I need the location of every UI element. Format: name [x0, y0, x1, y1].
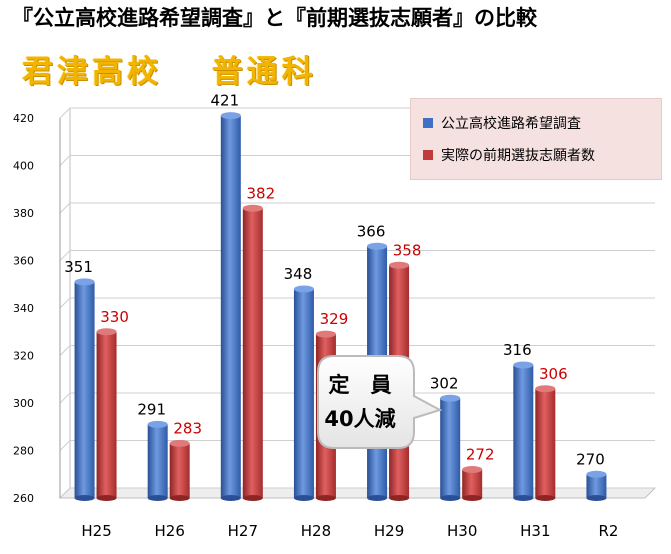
bar-top — [220, 112, 241, 120]
x-tick-label: H29 — [374, 522, 404, 540]
bar-top — [242, 204, 263, 212]
bar-survey — [147, 424, 168, 498]
bar-top — [315, 330, 336, 338]
bar-base — [169, 495, 190, 501]
bar-base — [242, 495, 263, 501]
bar-survey — [440, 398, 461, 498]
y-tick-label: 360 — [13, 255, 34, 268]
bar-top — [96, 328, 117, 336]
bar-base — [367, 495, 388, 501]
bar-base — [389, 495, 410, 501]
bar-base — [147, 495, 168, 501]
x-tick-label: H25 — [81, 522, 111, 540]
y-tick-label: 320 — [13, 350, 34, 363]
data-label: 270 — [576, 450, 605, 468]
legend-item-series2: 実際の前期選抜志願者数 — [423, 145, 595, 165]
bar-top — [389, 261, 410, 269]
x-tick-label: H31 — [520, 522, 550, 540]
bar-top — [440, 394, 461, 402]
bar-top — [513, 361, 534, 369]
legend-swatch-blue — [423, 118, 433, 128]
bar-applicants — [242, 208, 263, 498]
bar-base — [315, 495, 336, 501]
x-tick-label: H30 — [447, 522, 477, 540]
callout-line2: 40人減 — [324, 407, 396, 431]
bar-top — [535, 385, 556, 393]
y-tick-label: 260 — [13, 492, 34, 505]
callout-text: 定 員 40人減 — [300, 368, 420, 436]
bar-top — [367, 242, 388, 250]
data-label: 316 — [503, 341, 532, 359]
y-tick-label: 400 — [13, 160, 34, 173]
bar-survey — [513, 365, 534, 498]
data-label: 351 — [64, 258, 93, 276]
data-label: 366 — [357, 222, 386, 240]
bar-top — [74, 278, 95, 286]
bar-base — [293, 495, 314, 501]
bar-applicants — [96, 331, 117, 498]
bar-base — [74, 495, 95, 501]
gridline — [59, 250, 655, 261]
callout-line1: 定 員 — [328, 373, 392, 397]
gridline — [59, 345, 655, 356]
bar-base — [586, 495, 607, 501]
bar-survey — [586, 474, 607, 498]
bar-base — [96, 495, 117, 501]
data-label: 358 — [393, 241, 422, 259]
bar-base — [535, 495, 556, 501]
data-label: 283 — [173, 419, 202, 437]
bar-top — [293, 285, 314, 293]
x-tick-label: H27 — [228, 522, 258, 540]
data-label: 272 — [466, 446, 495, 464]
y-tick-label: 380 — [13, 207, 34, 220]
bar-base — [440, 495, 461, 501]
data-label: 382 — [246, 184, 275, 202]
bar-applicants — [169, 443, 190, 498]
data-label: 306 — [539, 365, 568, 383]
legend-item-series1: 公立高校進路希望調査 — [423, 113, 581, 133]
bar-top — [586, 470, 607, 478]
legend-label-series1: 公立高校進路希望調査 — [441, 116, 581, 132]
bar-survey — [293, 289, 314, 498]
legend-label-series2: 実際の前期選抜志願者数 — [441, 148, 595, 164]
data-label: 291 — [137, 400, 166, 418]
data-label: 330 — [100, 308, 129, 326]
y-tick-label: 420 — [13, 112, 34, 125]
callout-bubble — [317, 355, 443, 449]
y-tick-label: 280 — [13, 445, 34, 458]
legend-swatch-red — [423, 150, 433, 160]
x-tick-label: R2 — [598, 522, 618, 540]
bar-base — [220, 495, 241, 501]
bar-top — [169, 439, 190, 447]
y-tick-label: 340 — [13, 302, 34, 315]
data-label: 421 — [210, 92, 239, 110]
bar-top — [462, 466, 483, 473]
bar-survey — [74, 281, 95, 498]
bar-applicants — [535, 388, 556, 498]
bar-base — [513, 495, 534, 501]
chart-subtitle: 君津高校 普通科 — [22, 54, 317, 90]
gridline — [59, 392, 655, 404]
x-tick-label: H26 — [155, 522, 185, 540]
bar-survey — [220, 115, 241, 498]
y-tick-label: 300 — [13, 397, 34, 410]
x-tick-label: H28 — [301, 522, 331, 540]
data-label: 348 — [284, 265, 313, 283]
bar-base — [462, 495, 483, 501]
bar-applicants — [462, 469, 483, 498]
gridline — [59, 202, 655, 214]
data-label: 329 — [320, 310, 349, 328]
bar-top — [147, 420, 168, 428]
chart-legend: 公立高校進路希望調査 実際の前期選抜志願者数 — [410, 98, 662, 180]
chart-title: 『公立高校進路希望調査』と『前期選抜志願者』の比較 — [12, 6, 537, 30]
gridline — [59, 297, 655, 309]
data-label: 302 — [430, 374, 459, 392]
